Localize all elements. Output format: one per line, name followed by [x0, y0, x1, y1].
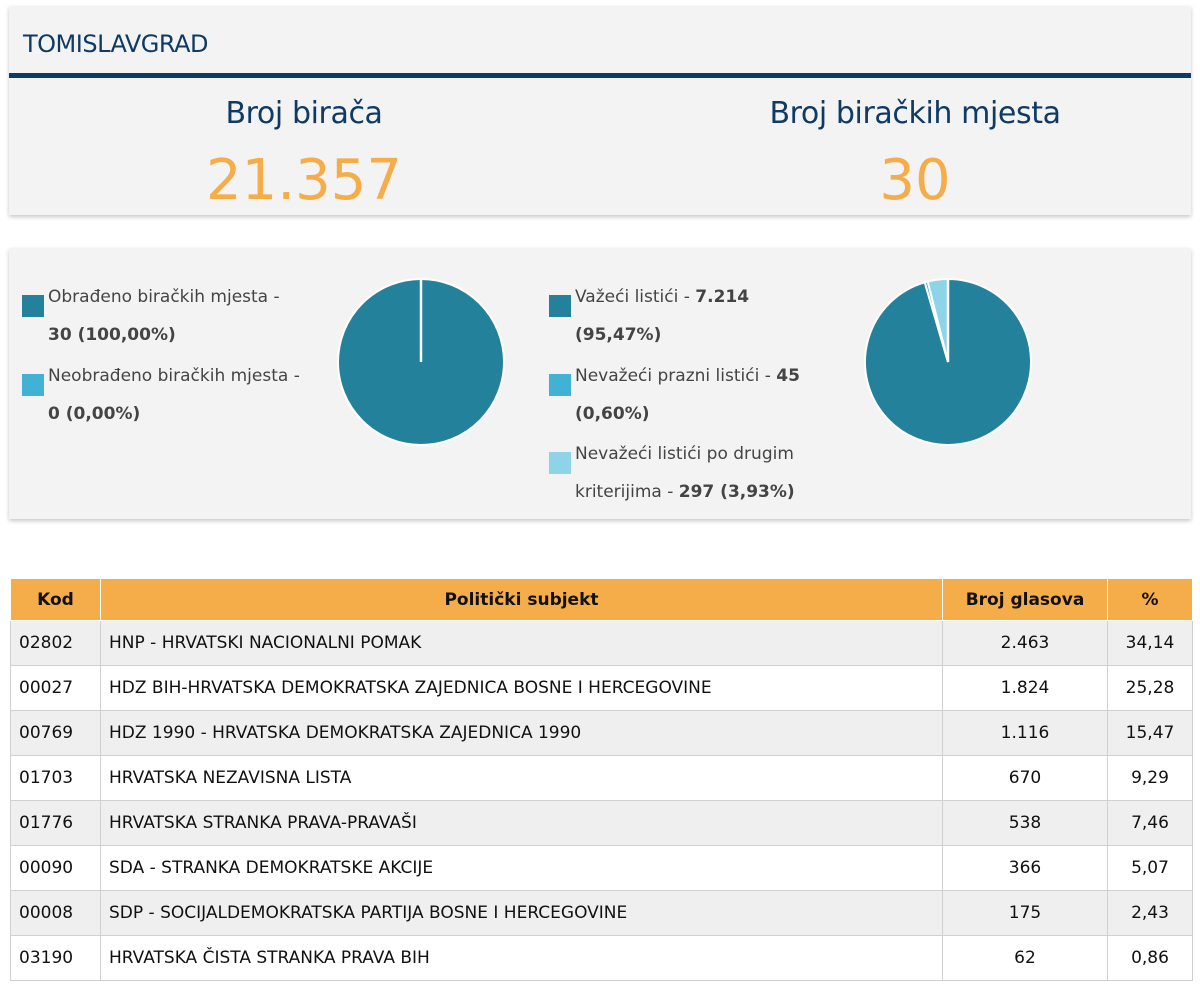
legend-swatch — [22, 295, 44, 317]
legend-value: 7.214 — [695, 287, 750, 307]
legend-value: 297 (3,93%) — [678, 482, 795, 502]
legend-invalid-empty: Nevažeći prazni listići - 45 (0,60%) — [549, 357, 800, 433]
cell-votes: 1.824 — [942, 665, 1108, 711]
cell-percent: 9,29 — [1107, 755, 1193, 801]
cell-votes: 538 — [942, 800, 1108, 846]
legend-percent: (0,60%) — [575, 404, 650, 424]
legend-label: Neobrađeno biračkih mjesta - — [48, 366, 300, 386]
cell-party: HRVATSKA ČISTA STRANKA PRAVA BIH — [100, 935, 943, 981]
cell-party: HNP - HRVATSKI NACIONALNI POMAK — [100, 620, 943, 666]
cell-code: 01703 — [10, 755, 101, 801]
ballots-pie-chart — [864, 277, 1032, 446]
cell-code: 03190 — [10, 935, 101, 981]
legend-value: 45 — [776, 366, 800, 386]
legend-label-line2: kriterijima - — [575, 482, 679, 502]
column-header-party: Politički subjekt — [100, 578, 943, 621]
table-row: 00090 SDA - STRANKA DEMOKRATSKE AKCIJE 366… — [10, 845, 1193, 891]
legend-label: Važeći listići - — [575, 287, 696, 307]
legend-unprocessed: Neobrađeno biračkih mjesta - 0 (0,00%) — [22, 357, 300, 433]
polling-stations-stat: Broj biračkih mjesta 30 — [715, 94, 1115, 216]
cell-party: SDP - SOCIJALDEMOKRATSKA PARTIJA BOSNE I… — [100, 890, 943, 936]
cell-party: HDZ 1990 - HRVATSKA DEMOKRATSKA ZAJEDNIC… — [100, 710, 943, 756]
cell-votes: 62 — [942, 935, 1108, 981]
cell-votes: 1.116 — [942, 710, 1108, 756]
cell-votes: 2.463 — [942, 620, 1108, 666]
legend-value: 0 (0,00%) — [48, 404, 141, 424]
table-row: 01776 HRVATSKA STRANKA PRAVA-PRAVAŠI 538 7,… — [10, 800, 1193, 846]
column-header-code: Kod — [10, 578, 101, 621]
cell-code: 00769 — [10, 710, 101, 756]
cell-percent: 0,86 — [1107, 935, 1193, 981]
legend-label: Obrađeno biračkih mjesta - — [48, 287, 280, 307]
charts-card: Obrađeno biračkih mjesta - 30 (100,00%) … — [9, 248, 1191, 519]
legend-swatch — [549, 295, 571, 317]
cell-party: HRVATSKA STRANKA PRAVA-PRAVAŠI — [100, 800, 943, 846]
cell-percent: 7,46 — [1107, 800, 1193, 846]
municipality-title: TOMISLAVGRAD — [23, 30, 209, 58]
voters-stat: Broj birača 21.357 — [154, 94, 454, 216]
legend-value: 30 (100,00%) — [48, 325, 176, 345]
cell-party: HRVATSKA NEZAVISNA LISTA — [100, 755, 943, 801]
legend-processed: Obrađeno biračkih mjesta - 30 (100,00%) — [22, 278, 280, 354]
legend-percent: (95,47%) — [575, 325, 662, 345]
cell-percent: 34,14 — [1107, 620, 1193, 666]
table-row: 02802 HNP - HRVATSKI NACIONALNI POMAK 2.46… — [10, 620, 1193, 666]
cell-votes: 175 — [942, 890, 1108, 936]
cell-percent: 5,07 — [1107, 845, 1193, 891]
cell-percent: 15,47 — [1107, 710, 1193, 756]
legend-swatch — [22, 374, 44, 396]
table-row: 00027 HDZ BIH-HRVATSKA DEMOKRATSKA ZAJEDN… — [10, 665, 1193, 711]
column-header-percent: % — [1107, 578, 1193, 621]
cell-votes: 366 — [942, 845, 1108, 891]
voters-value: 21.357 — [206, 148, 402, 213]
voters-label: Broj birača — [225, 96, 383, 131]
cell-party: SDA - STRANKA DEMOKRATSKE AKCIJE — [100, 845, 943, 891]
results-table: Kod Politički subjekt Broj glasova % 028… — [10, 578, 1193, 981]
cell-code: 00008 — [10, 890, 101, 936]
legend-swatch — [549, 374, 571, 396]
cell-code: 02802 — [10, 620, 101, 666]
legend-label: Nevažeći listići po drugim — [575, 444, 794, 464]
polling-stations-label: Broj biračkih mjesta — [769, 96, 1061, 131]
cell-percent: 25,28 — [1107, 665, 1193, 711]
cell-party: HDZ BIH-HRVATSKA DEMOKRATSKA ZAJEDNICA B… — [100, 665, 943, 711]
table-row: 01703 HRVATSKA NEZAVISNA LISTA 670 9,29 — [10, 755, 1193, 801]
table-row: 00769 HDZ 1990 - HRVATSKA DEMOKRATSKA ZAJ… — [10, 710, 1193, 756]
header-divider — [9, 73, 1191, 78]
cell-code: 01776 — [10, 800, 101, 846]
table-header-row: Kod Politički subjekt Broj glasova % — [10, 578, 1193, 621]
polling-stations-value: 30 — [879, 148, 951, 213]
processed-stations-pie-chart — [337, 278, 505, 446]
table-row: 03190 HRVATSKA ČISTA STRANKA PRAVA BIH 62 0… — [10, 935, 1193, 981]
legend-invalid-other: Nevažeći listići po drugim kriterijima -… — [549, 435, 795, 511]
cell-percent: 2,43 — [1107, 890, 1193, 936]
cell-code: 00027 — [10, 665, 101, 711]
table-row: 00008 SDP - SOCIJALDEMOKRATSKA PARTIJA BO… — [10, 890, 1193, 936]
legend-swatch — [549, 452, 571, 474]
cell-code: 00090 — [10, 845, 101, 891]
summary-card: TOMISLAVGRAD Broj birača 21.357 Broj bir… — [9, 6, 1191, 215]
column-header-votes: Broj glasova — [942, 578, 1108, 621]
cell-votes: 670 — [942, 755, 1108, 801]
legend-valid-ballots: Važeći listići - 7.214 (95,47%) — [549, 278, 749, 354]
legend-label: Nevažeći prazni listići - — [575, 366, 777, 386]
